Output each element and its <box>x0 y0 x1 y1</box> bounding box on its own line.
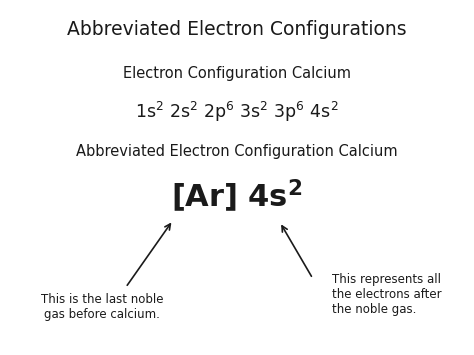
Text: $\mathregular{1s^2\ 2s^2\ 2p^6\ 3s^2\ 3p^6\ 4s^2}$: $\mathregular{1s^2\ 2s^2\ 2p^6\ 3s^2\ 3p… <box>135 99 339 124</box>
Text: This is the last noble
gas before calcium.: This is the last noble gas before calciu… <box>41 293 163 321</box>
Text: $\mathbf{[Ar]\ 4s^2}$: $\mathbf{[Ar]\ 4s^2}$ <box>172 178 302 214</box>
Text: Electron Configuration Calcium: Electron Configuration Calcium <box>123 66 351 81</box>
Text: Abbreviated Electron Configuration Calcium: Abbreviated Electron Configuration Calci… <box>76 144 398 159</box>
Text: Abbreviated Electron Configurations: Abbreviated Electron Configurations <box>67 20 407 39</box>
Text: This represents all
the electrons after
the noble gas.: This represents all the electrons after … <box>332 273 441 316</box>
